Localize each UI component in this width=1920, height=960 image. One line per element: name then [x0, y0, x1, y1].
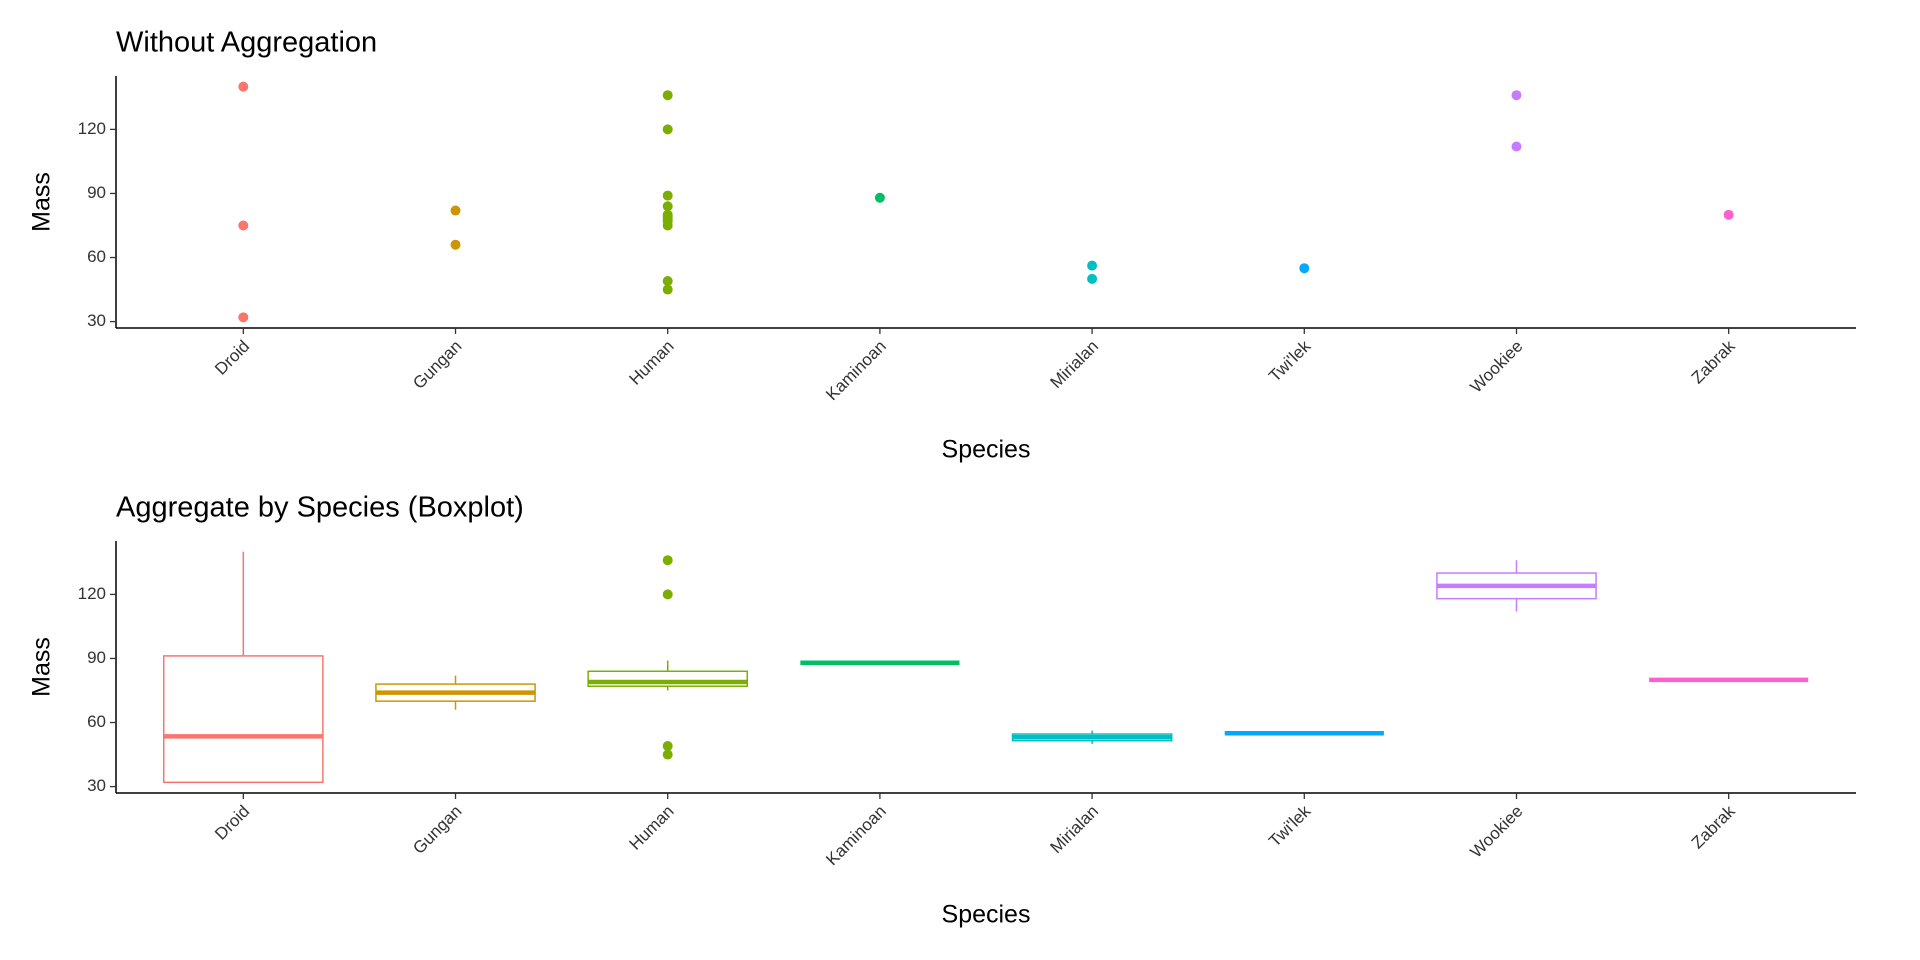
x-tick-label: Droid [211, 337, 253, 379]
point [662, 276, 673, 287]
point [662, 220, 673, 231]
x-tick-label: Twi'lek [1265, 801, 1314, 850]
x-tick-label: Gungan [409, 337, 465, 393]
x-tick-label: Mirialan [1047, 337, 1103, 393]
x-tick-label: Zabrak [1688, 336, 1739, 387]
y-tick-label: 30 [87, 311, 106, 330]
point [1087, 273, 1098, 284]
point [450, 239, 461, 250]
x-tick-label: Zabrak [1688, 801, 1739, 852]
x-tick-label: Wookiee [1466, 802, 1526, 862]
point [238, 220, 249, 231]
point [1723, 209, 1734, 220]
y-tick-label: 90 [87, 648, 106, 667]
y-tick-label: 30 [87, 776, 106, 795]
x-tick-label: Human [626, 337, 678, 389]
x-tick-label: Kaminoan [822, 337, 890, 405]
y-tick-label: 60 [87, 247, 106, 266]
point [662, 124, 673, 135]
x-tick-label: Mirialan [1047, 802, 1103, 858]
point [662, 284, 673, 295]
x-axis-title: Species [942, 901, 1031, 929]
box [162, 655, 324, 784]
point [874, 192, 885, 203]
y-axis-title: Mass [28, 172, 56, 232]
point [450, 205, 461, 216]
point [662, 190, 673, 201]
y-axis-title: Mass [28, 637, 56, 697]
x-tick-label: Twi'lek [1265, 336, 1314, 385]
outlier [662, 741, 673, 752]
outlier [662, 749, 673, 760]
point [1087, 260, 1098, 271]
chart-title: Aggregate by Species (Boxplot) [116, 492, 524, 524]
point [238, 312, 249, 323]
point [238, 81, 249, 92]
x-tick-label: Wookiee [1466, 337, 1526, 397]
point [1511, 141, 1522, 152]
chart-title: Without Aggregation [116, 27, 377, 59]
x-axis-title: Species [942, 436, 1031, 464]
outlier [662, 555, 673, 566]
x-tick-label: Human [626, 802, 678, 854]
point [1511, 90, 1522, 101]
y-tick-label: 120 [78, 119, 106, 138]
point [662, 90, 673, 101]
x-tick-label: Kaminoan [822, 802, 890, 870]
y-tick-label: 120 [78, 584, 106, 603]
outlier [662, 589, 673, 600]
point [1299, 263, 1310, 274]
y-tick-label: 90 [87, 183, 106, 202]
y-tick-label: 60 [87, 712, 106, 731]
x-tick-label: Droid [211, 802, 253, 844]
x-tick-label: Gungan [409, 802, 465, 858]
point [662, 201, 673, 212]
